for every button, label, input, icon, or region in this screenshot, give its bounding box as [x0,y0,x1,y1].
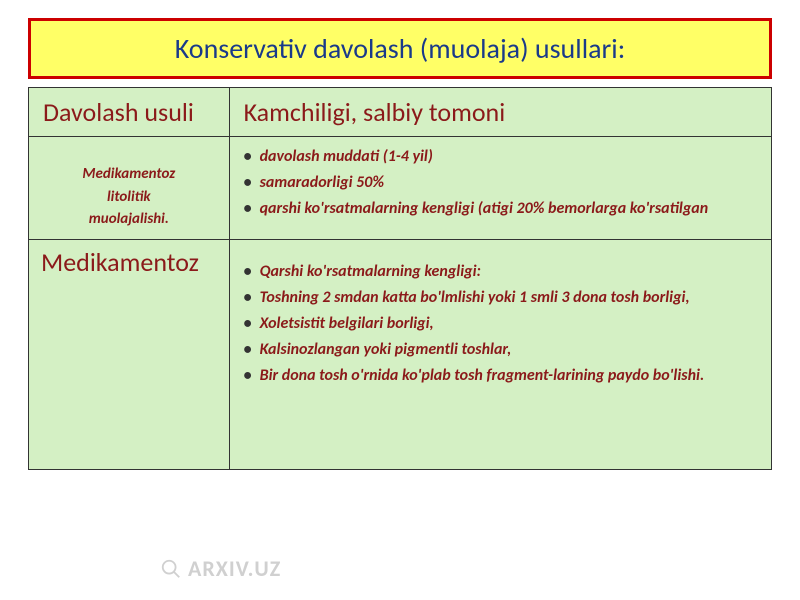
table-row: Medikamentoz litolitik muolajalishi. dav… [29,137,772,240]
list-item: Xoletsistit belgilari borligi, [242,312,759,336]
table-header-col2: Kamchiligi, salbiy tomoni [229,88,771,137]
row2-bullets-cell: Qarshi ko'rsatmalarning kengligi: Toshni… [229,239,771,469]
row1-bullet-list: davolash muddati (1-4 yil) samaradorligi… [242,145,759,221]
list-item: qarshi ko'rsatmalarning kengligi (atigi … [242,197,759,221]
watermark: ARXIV.UZ [160,555,281,582]
list-item: samaradorligi 50% [242,171,759,195]
table-row: Medikamentoz Qarshi ko'rsatmalarning ken… [29,239,772,469]
treatment-table: Davolash usuli Kamchiligi, salbiy tomoni… [28,87,772,470]
list-item: davolash muddati (1-4 yil) [242,145,759,169]
list-item: Toshning 2 smdan katta bo'lmlishi yoki 1… [242,286,759,310]
row2-label: Medikamentoz [29,239,230,469]
list-item: Kalsinozlangan yoki pigmentli toshlar, [242,338,759,362]
row1-bullets-cell: davolash muddati (1-4 yil) samaradorligi… [229,137,771,240]
slide-title-box: Konservativ davolash (muolaja) usullari: [28,18,772,79]
list-item: Qarshi ko'rsatmalarning kengligi: [242,260,759,284]
table-header-col1: Davolash usuli [29,88,230,137]
row1-label: Medikamentoz litolitik muolajalishi. [29,137,230,240]
row2-bullet-list: Qarshi ko'rsatmalarning kengligi: Toshni… [242,248,759,388]
slide-title: Konservativ davolash (muolaja) usullari: [51,31,749,66]
list-item: Bir dona tosh o'rnida ko'plab tosh fragm… [242,364,759,388]
